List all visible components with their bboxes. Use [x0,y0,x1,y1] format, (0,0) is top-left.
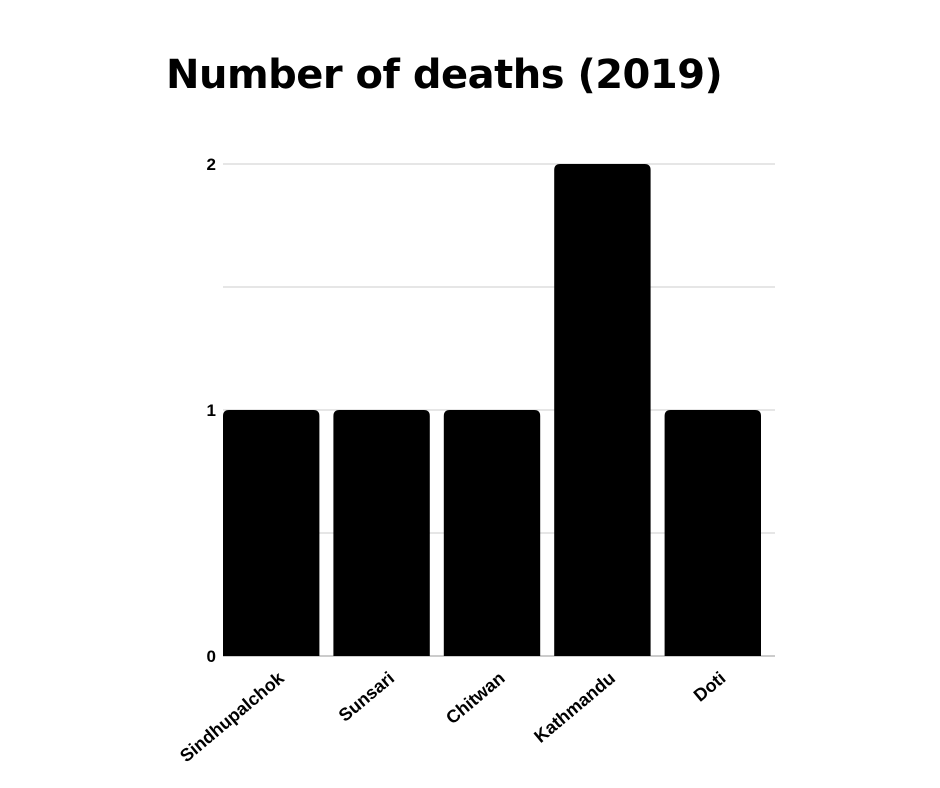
y-tick-label: 0 [207,647,216,666]
y-tick-label: 2 [207,155,216,174]
bar-chitwan [443,410,541,656]
chart-title: Number of deaths (2019) [166,52,723,98]
x-tick-label: Chitwan [442,668,508,728]
bars [223,164,761,656]
y-axis-ticks: 0 1 2 [207,155,216,666]
bar-doti [664,410,761,656]
x-axis-labels: Sindhupalchok Sunsari Chitwan Kathmandu Doti [176,667,729,766]
y-tick-label: 1 [207,401,216,420]
bar-sunsari [333,410,430,656]
x-tick-label: Doti [690,668,730,706]
x-tick-label: Sindhupalchok [176,667,288,766]
bar-sindhupalchok [223,410,320,656]
bar-kathmandu [554,164,651,656]
x-tick-label: Sunsari [335,668,398,726]
x-tick-label: Kathmandu [530,668,619,747]
